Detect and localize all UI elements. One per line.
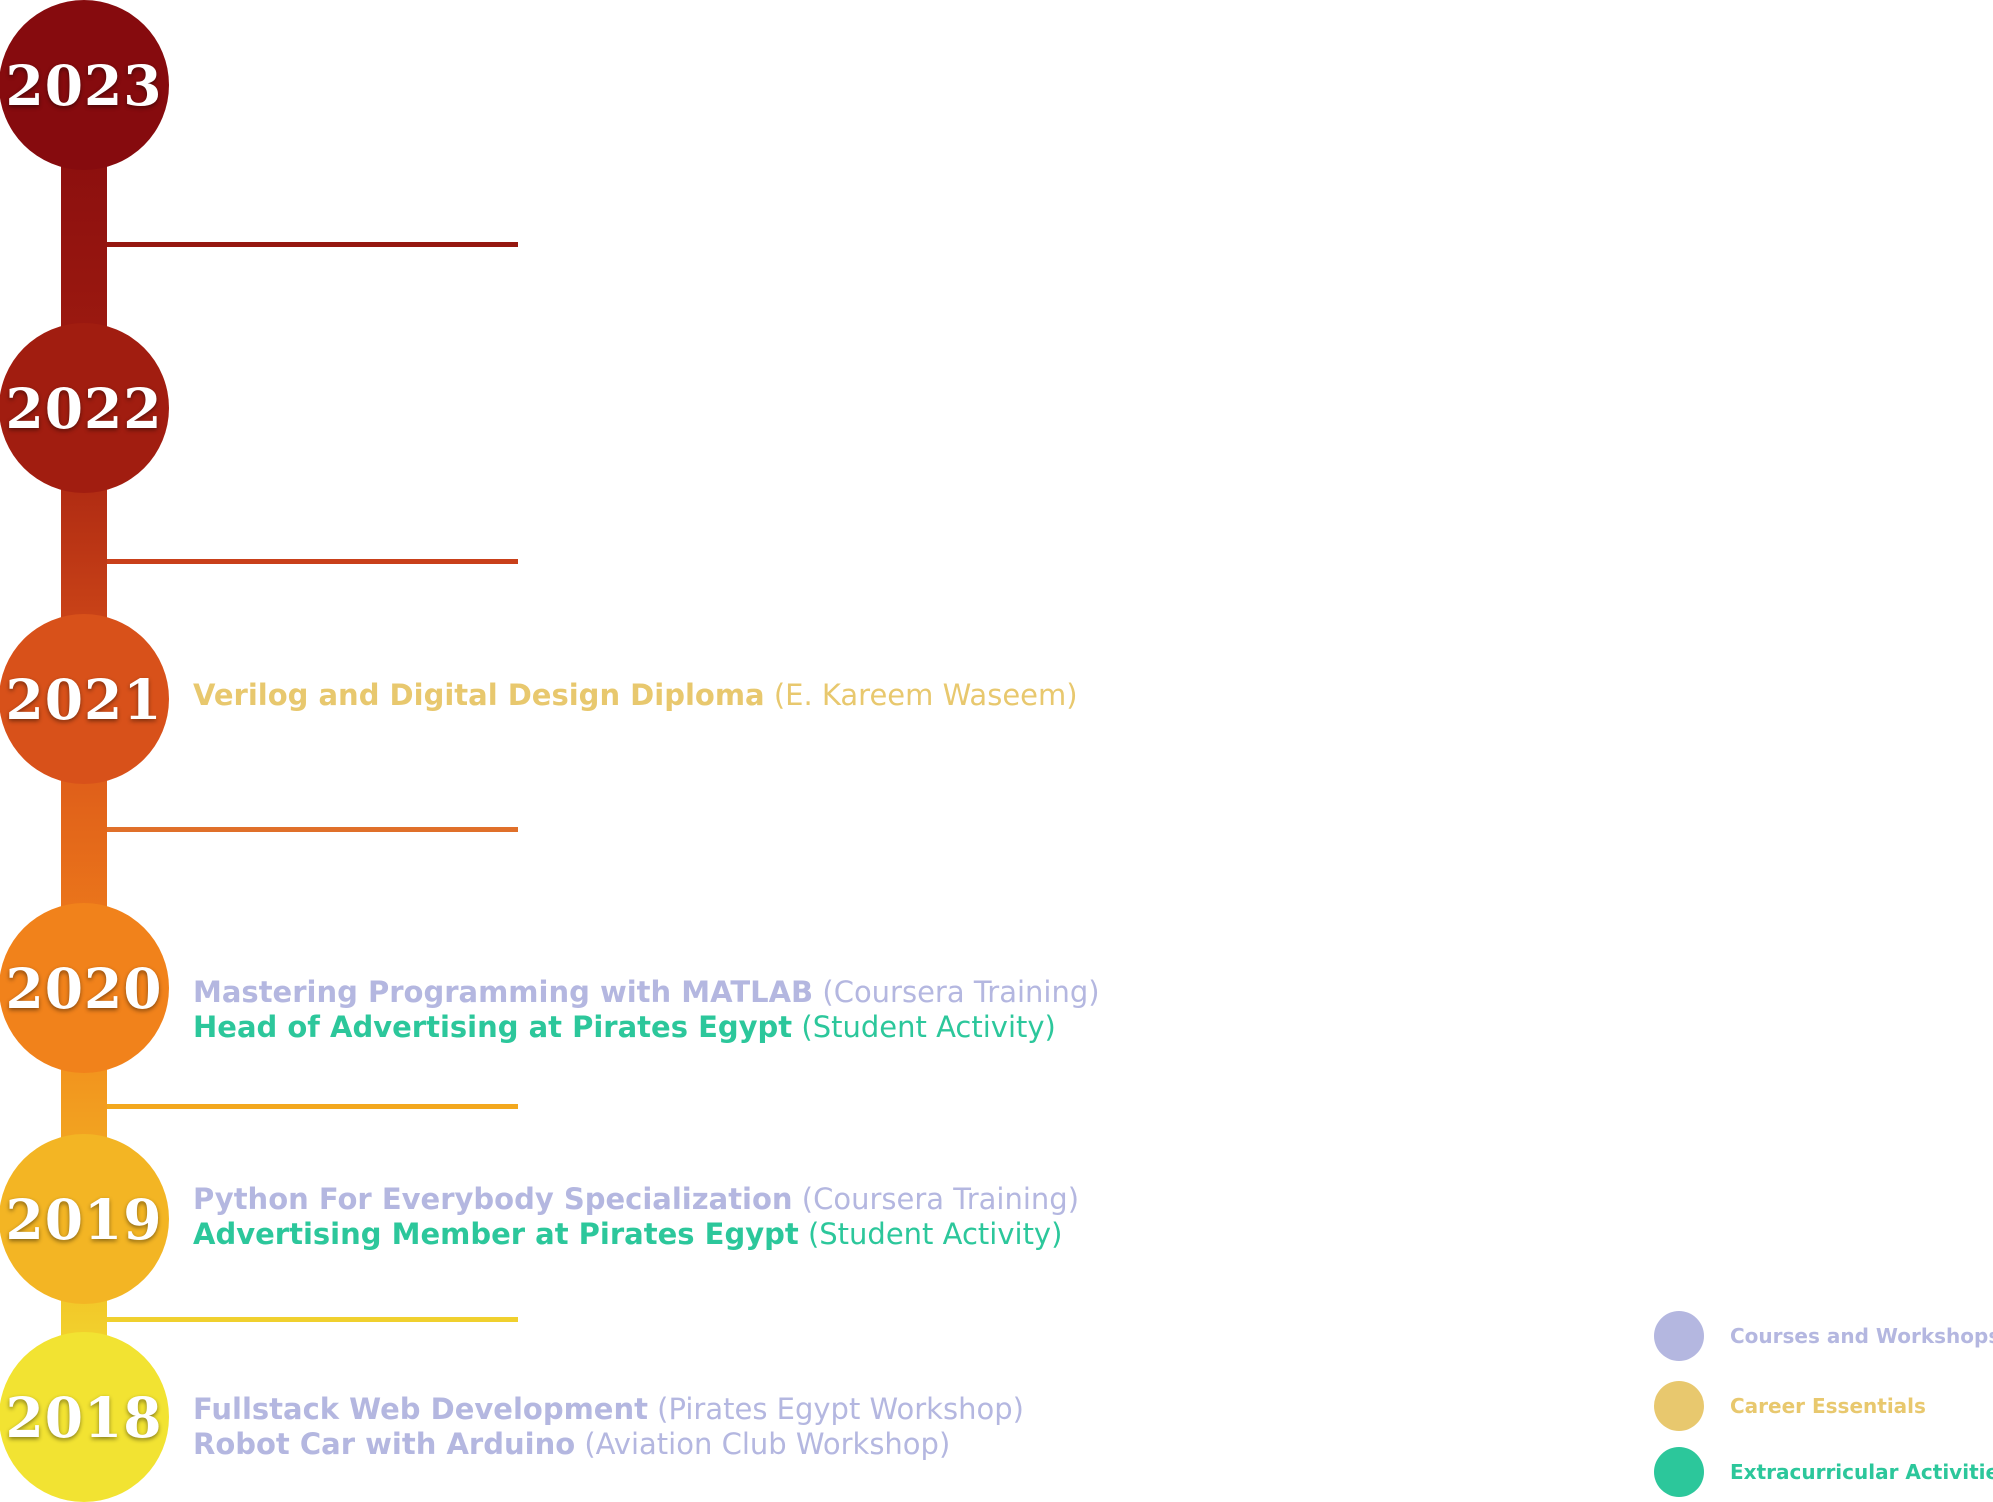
year-entries-2019: Python For Everybody Specialization (Cou…	[193, 1182, 1079, 1252]
year-label: 2020	[5, 955, 163, 1021]
year-circle-2022: 2022	[0, 323, 169, 493]
legend-label: Extracurricular Activities	[1730, 1460, 1993, 1484]
year-label: 2021	[5, 666, 163, 732]
entry-note: (Coursera Training)	[792, 1182, 1080, 1216]
connector-line	[107, 242, 518, 247]
entry-title: Robot Car with Arduino	[193, 1427, 576, 1461]
entry-title: Head of Advertising at Pirates Egypt	[193, 1010, 793, 1044]
year-circle-2023: 2023	[0, 0, 169, 170]
connector-line	[107, 827, 518, 832]
year-circle-2019: 2019	[0, 1134, 169, 1304]
year-label: 2019	[5, 1186, 163, 1252]
legend-label: Courses and Workshops	[1730, 1324, 1993, 1348]
entry-title: Verilog and Digital Design Diploma	[193, 678, 765, 712]
connector-line	[107, 1104, 518, 1109]
legend-label: Career Essentials	[1730, 1394, 1926, 1418]
legend-swatch	[1654, 1381, 1704, 1431]
year-circle-2018: 2018	[0, 1332, 169, 1502]
connector-line	[107, 1317, 518, 1322]
connector-line	[107, 559, 518, 564]
timeline-entry: Verilog and Digital Design Diploma (E. K…	[193, 678, 1078, 713]
entry-note: (Coursera Training)	[813, 975, 1100, 1009]
year-entries-2018: Fullstack Web Development (Pirates Egypt…	[193, 1392, 1024, 1462]
entry-note: (E. Kareem Waseem)	[764, 678, 1078, 712]
timeline-entry: Mastering Programming with MATLAB (Cours…	[193, 975, 1100, 1010]
entry-note: (Student Activity)	[792, 1010, 1056, 1044]
entry-title: Python For Everybody Specialization	[193, 1182, 793, 1216]
timeline-entry: Python For Everybody Specialization (Cou…	[193, 1182, 1079, 1217]
year-label: 2022	[5, 375, 163, 441]
year-label: 2018	[5, 1384, 163, 1450]
timeline-entry: Fullstack Web Development (Pirates Egypt…	[193, 1392, 1024, 1427]
legend-item-career: Career Essentials	[1654, 1380, 1926, 1432]
entry-title: Mastering Programming with MATLAB	[193, 975, 814, 1009]
entry-note: (Student Activity)	[798, 1217, 1063, 1251]
year-label: 2023	[5, 52, 163, 118]
entry-title: Fullstack Web Development	[193, 1392, 648, 1426]
year-entries-2020: Mastering Programming with MATLAB (Cours…	[193, 975, 1100, 1045]
year-circle-2021: 2021	[0, 614, 169, 784]
year-circle-2020: 2020	[0, 903, 169, 1073]
legend-item-courses: Courses and Workshops	[1654, 1310, 1993, 1362]
entry-note: (Aviation Club Workshop)	[575, 1427, 951, 1461]
entry-note: (Pirates Egypt Workshop)	[647, 1392, 1024, 1426]
legend-swatch	[1654, 1447, 1704, 1497]
entry-title: Advertising Member at Pirates Egypt	[193, 1217, 799, 1251]
timeline-entry: Head of Advertising at Pirates Egypt (St…	[193, 1010, 1100, 1045]
timeline-entry: Robot Car with Arduino (Aviation Club Wo…	[193, 1427, 1024, 1462]
timeline-entry: Advertising Member at Pirates Egypt (Stu…	[193, 1217, 1079, 1252]
legend-swatch	[1654, 1311, 1704, 1361]
legend-item-extracurricular: Extracurricular Activities	[1654, 1446, 1993, 1498]
year-entries-2021: Verilog and Digital Design Diploma (E. K…	[193, 678, 1078, 713]
